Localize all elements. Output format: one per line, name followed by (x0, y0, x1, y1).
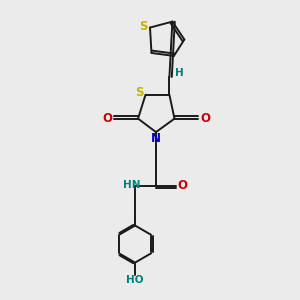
Text: H: H (175, 68, 183, 78)
Text: S: S (135, 86, 143, 99)
Text: O: O (200, 112, 210, 125)
Text: HN: HN (123, 180, 140, 190)
Text: O: O (178, 179, 188, 192)
Text: O: O (102, 112, 112, 125)
Text: HO: HO (126, 275, 144, 286)
Text: S: S (139, 20, 148, 33)
Text: N: N (151, 132, 161, 145)
